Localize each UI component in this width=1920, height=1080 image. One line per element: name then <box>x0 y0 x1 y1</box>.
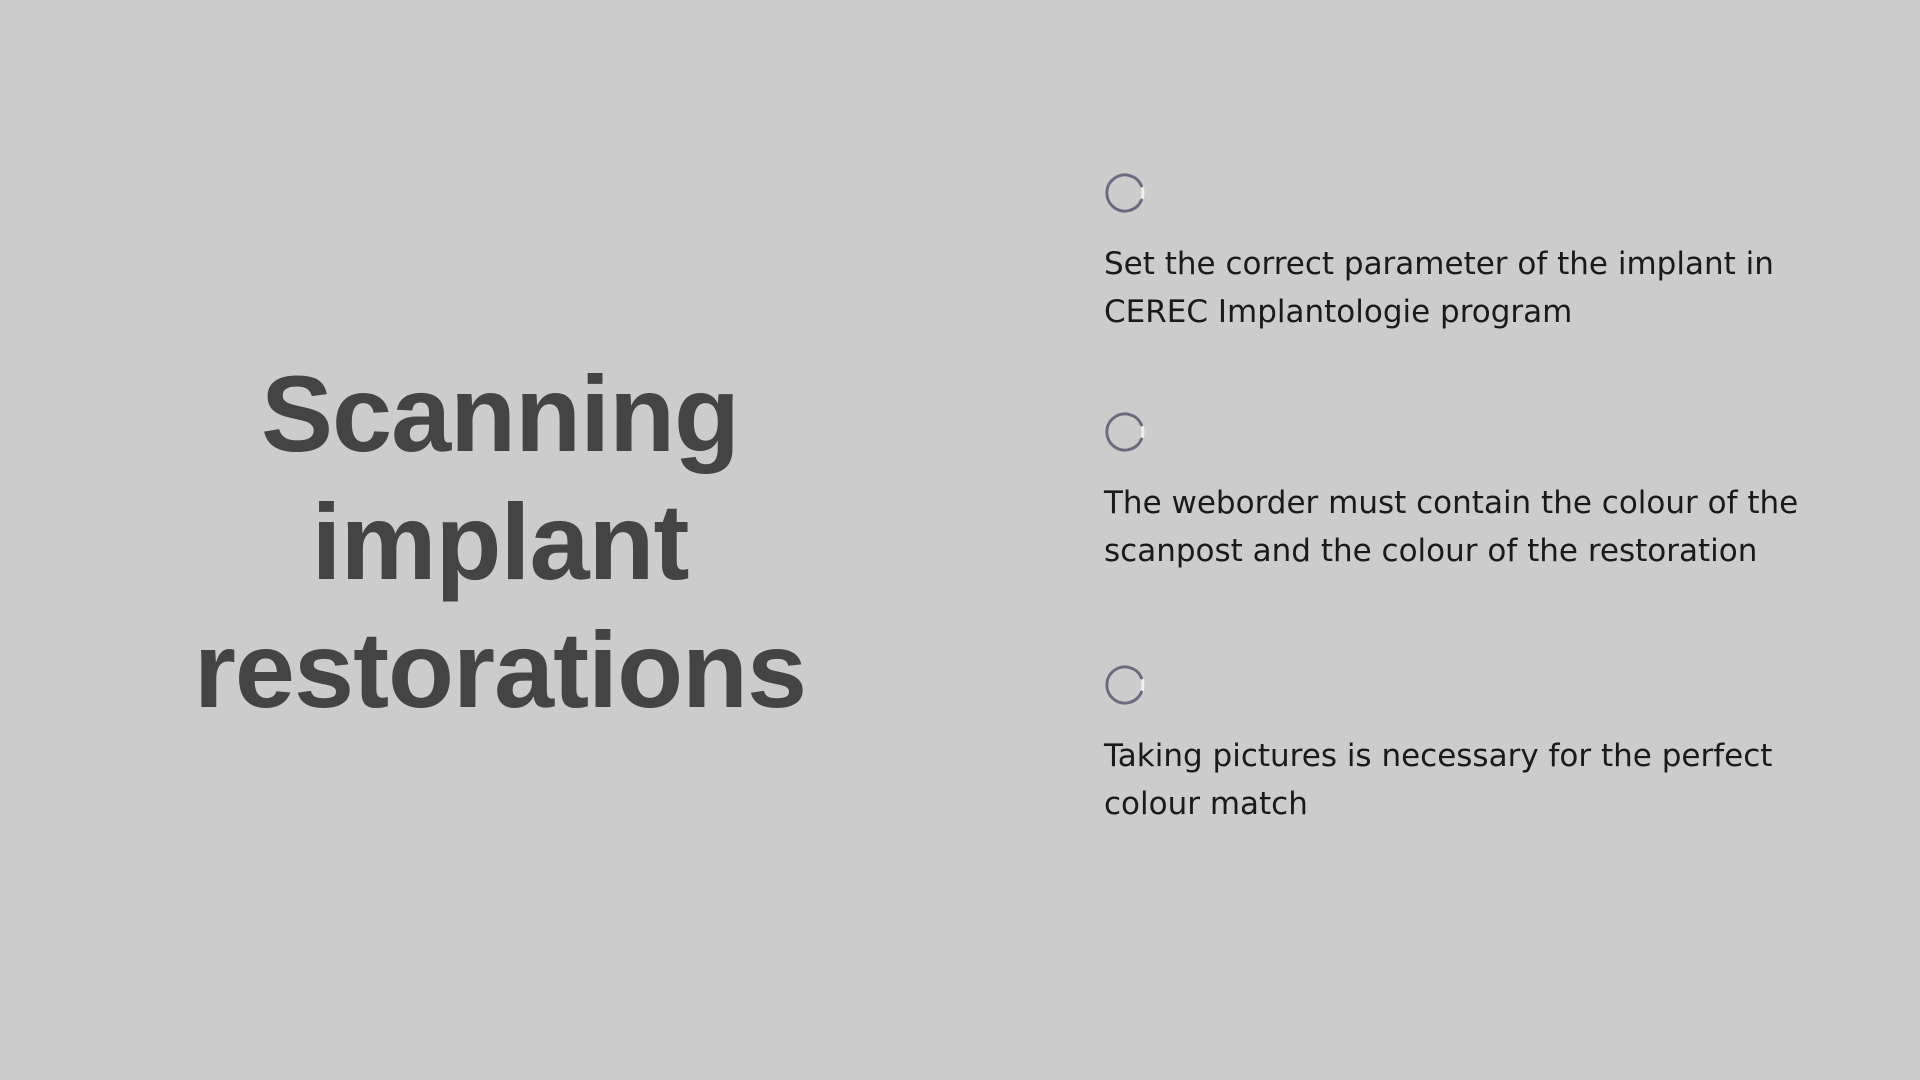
loading-circle-icon <box>1104 664 1146 706</box>
bullet-list: Set the correct parameter of the implant… <box>1104 0 1864 1080</box>
bullet-text: The weborder must contain the colour of … <box>1104 485 1799 569</box>
loading-circle-icon <box>1104 411 1146 453</box>
bullet-text: Set the correct parameter of the implant… <box>1104 246 1774 330</box>
slide-title: Scanning implant restorations <box>193 353 807 730</box>
loading-circle-icon <box>1104 172 1146 214</box>
bullet-text: Taking pictures is necessary for the per… <box>1104 738 1773 822</box>
